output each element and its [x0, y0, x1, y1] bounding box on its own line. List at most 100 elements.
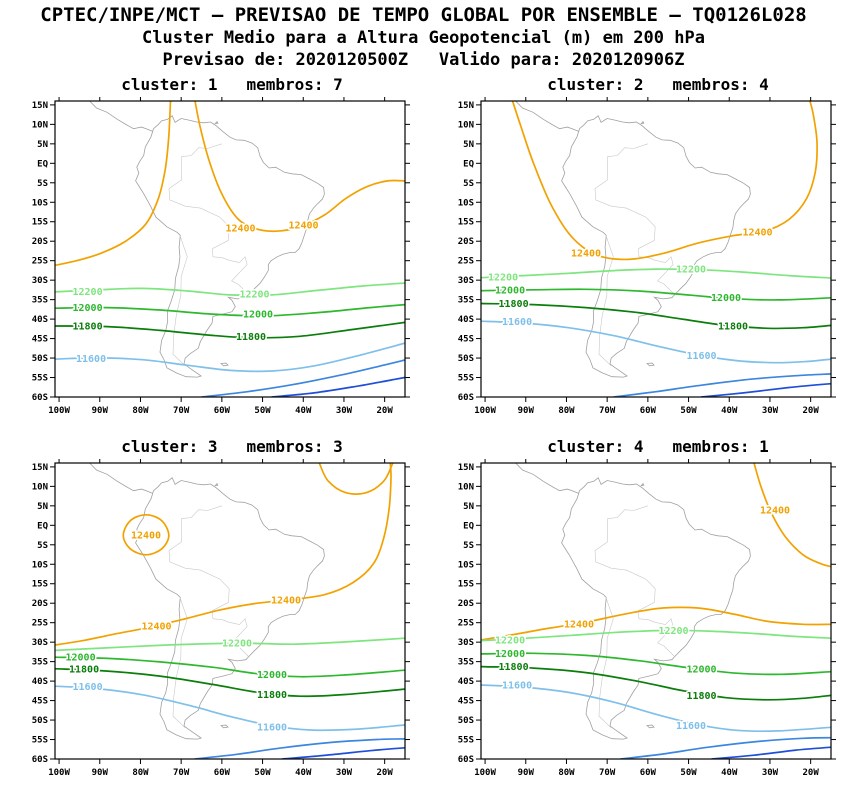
- chart-subtitle: Cluster Medio para a Altura Geopotencial…: [142, 28, 705, 48]
- contour-11400: [194, 738, 405, 759]
- axis-labels: 15N 10N 5N EQ 5S 10S 15S 20S 25S 30S 35S 40S 45S 50S 5…: [32, 463, 394, 778]
- country-border: [168, 179, 230, 257]
- contour-11400: [613, 373, 831, 397]
- lon-label: 100W: [474, 406, 496, 416]
- map-frame: [54, 100, 406, 398]
- contour-11800: [55, 667, 405, 698]
- contour-11200: [700, 382, 831, 397]
- lat-label: 50S: [458, 716, 474, 726]
- lat-label: 25S: [32, 619, 48, 629]
- lon-label: 30W: [336, 406, 353, 416]
- contour-label: 12400: [131, 531, 161, 542]
- base-map: [89, 463, 325, 740]
- lon-label: 60W: [640, 406, 657, 416]
- contour-label: 12000: [66, 653, 96, 664]
- lat-label: 45S: [32, 697, 48, 707]
- lat-label: 10N: [458, 120, 474, 130]
- lat-label: 55S: [458, 374, 474, 384]
- country-border: [594, 179, 656, 257]
- panel-title-2: cluster: 2 membros: 4: [547, 75, 769, 94]
- coastline: [640, 120, 645, 125]
- contour-12000: [481, 652, 831, 676]
- coastline: [214, 482, 219, 487]
- lat-label: 60S: [32, 755, 48, 765]
- contour-label: 12400: [571, 248, 601, 259]
- contour-label: 12000: [257, 670, 287, 681]
- coastline: [89, 463, 153, 494]
- contour-label: 12400: [288, 220, 318, 231]
- cluster-panel-3: cluster: 3 membros: 3 12400 12400 12400 122…: [5, 437, 415, 795]
- lat-label: 40S: [32, 677, 48, 687]
- lon-label: 80W: [132, 768, 149, 778]
- contour-12400: [55, 463, 392, 646]
- axis-ticks: [476, 459, 836, 764]
- contour-label: 12400: [225, 223, 255, 234]
- contour-11600: [55, 342, 405, 373]
- lat-label: 60S: [458, 393, 474, 403]
- country-border: [607, 505, 648, 542]
- map-canvas-4: 12400 12400 12200 12200 12000 12000 11800 11800…: [458, 459, 836, 778]
- lat-label: 35S: [32, 296, 48, 306]
- panel-title-3: cluster: 3 membros: 3: [121, 437, 343, 456]
- lon-label: 90W: [518, 768, 535, 778]
- contour-11800: [481, 302, 831, 330]
- base-map: [515, 101, 751, 378]
- lat-label: 50S: [32, 716, 48, 726]
- country-border: [607, 143, 648, 180]
- contour-label: 12200: [488, 273, 518, 284]
- lat-label: 15S: [32, 218, 48, 228]
- lat-label: 60S: [32, 393, 48, 403]
- lat-label: 25S: [458, 257, 474, 267]
- lat-label: 35S: [32, 658, 48, 668]
- lat-label: 35S: [458, 296, 474, 306]
- lat-label: 40S: [458, 677, 474, 687]
- lat-label: 40S: [458, 315, 474, 325]
- country-border: [181, 505, 222, 542]
- coastline: [515, 101, 579, 132]
- lat-label: EQ: [463, 159, 474, 169]
- lat-label: 10N: [32, 120, 48, 130]
- lon-label: 20W: [803, 768, 820, 778]
- lon-label: 80W: [558, 406, 575, 416]
- lon-label: 50W: [254, 406, 271, 416]
- axis-ticks: [50, 97, 410, 402]
- contour-label: 12400: [742, 228, 772, 239]
- lat-label: 10N: [32, 482, 48, 492]
- contour-12400: [55, 101, 172, 267]
- contours: [481, 101, 831, 397]
- lon-label: 50W: [680, 768, 697, 778]
- contour-12000: [55, 303, 405, 317]
- lat-label: 5S: [463, 179, 474, 189]
- lon-label: 40W: [295, 768, 312, 778]
- contour-label: 12000: [495, 649, 525, 660]
- lon-label: 80W: [558, 768, 575, 778]
- coastline: [515, 463, 579, 494]
- contour-12200: [481, 629, 831, 642]
- contour-11200: [271, 376, 405, 397]
- lon-label: 20W: [803, 406, 820, 416]
- axis-labels: 15N 10N 5N EQ 5S 10S 15S 20S 25S 30S 35S 40S 45S 50S 5…: [458, 101, 820, 416]
- lat-label: 10S: [458, 198, 474, 208]
- lat-label: 55S: [458, 736, 474, 746]
- lat-label: EQ: [37, 159, 48, 169]
- country-border: [168, 541, 230, 619]
- lat-label: 15S: [458, 218, 474, 228]
- country-border: [212, 618, 249, 657]
- contour-11200: [281, 746, 405, 759]
- lat-label: 55S: [32, 736, 48, 746]
- chart-header: CPTEC/INPE/MCT — PREVISAO DE TEMPO GLOBA…: [0, 4, 847, 71]
- contours: [481, 463, 831, 759]
- lon-label: 20W: [377, 406, 394, 416]
- contour-12400: [122, 513, 170, 556]
- lon-label: 90W: [518, 406, 535, 416]
- lon-label: 90W: [92, 768, 109, 778]
- contour-label: 11800: [686, 691, 716, 702]
- lon-label: 100W: [48, 768, 70, 778]
- lat-label: 10N: [458, 482, 474, 492]
- lat-label: 5N: [37, 502, 48, 512]
- cluster-panel-4: cluster: 4 membros: 1 12400 12400 12200 122…: [431, 437, 841, 795]
- lat-label: 15S: [32, 580, 48, 590]
- lon-label: 60W: [640, 768, 657, 778]
- contour-12400: [194, 101, 405, 233]
- lat-label: 20S: [458, 599, 474, 609]
